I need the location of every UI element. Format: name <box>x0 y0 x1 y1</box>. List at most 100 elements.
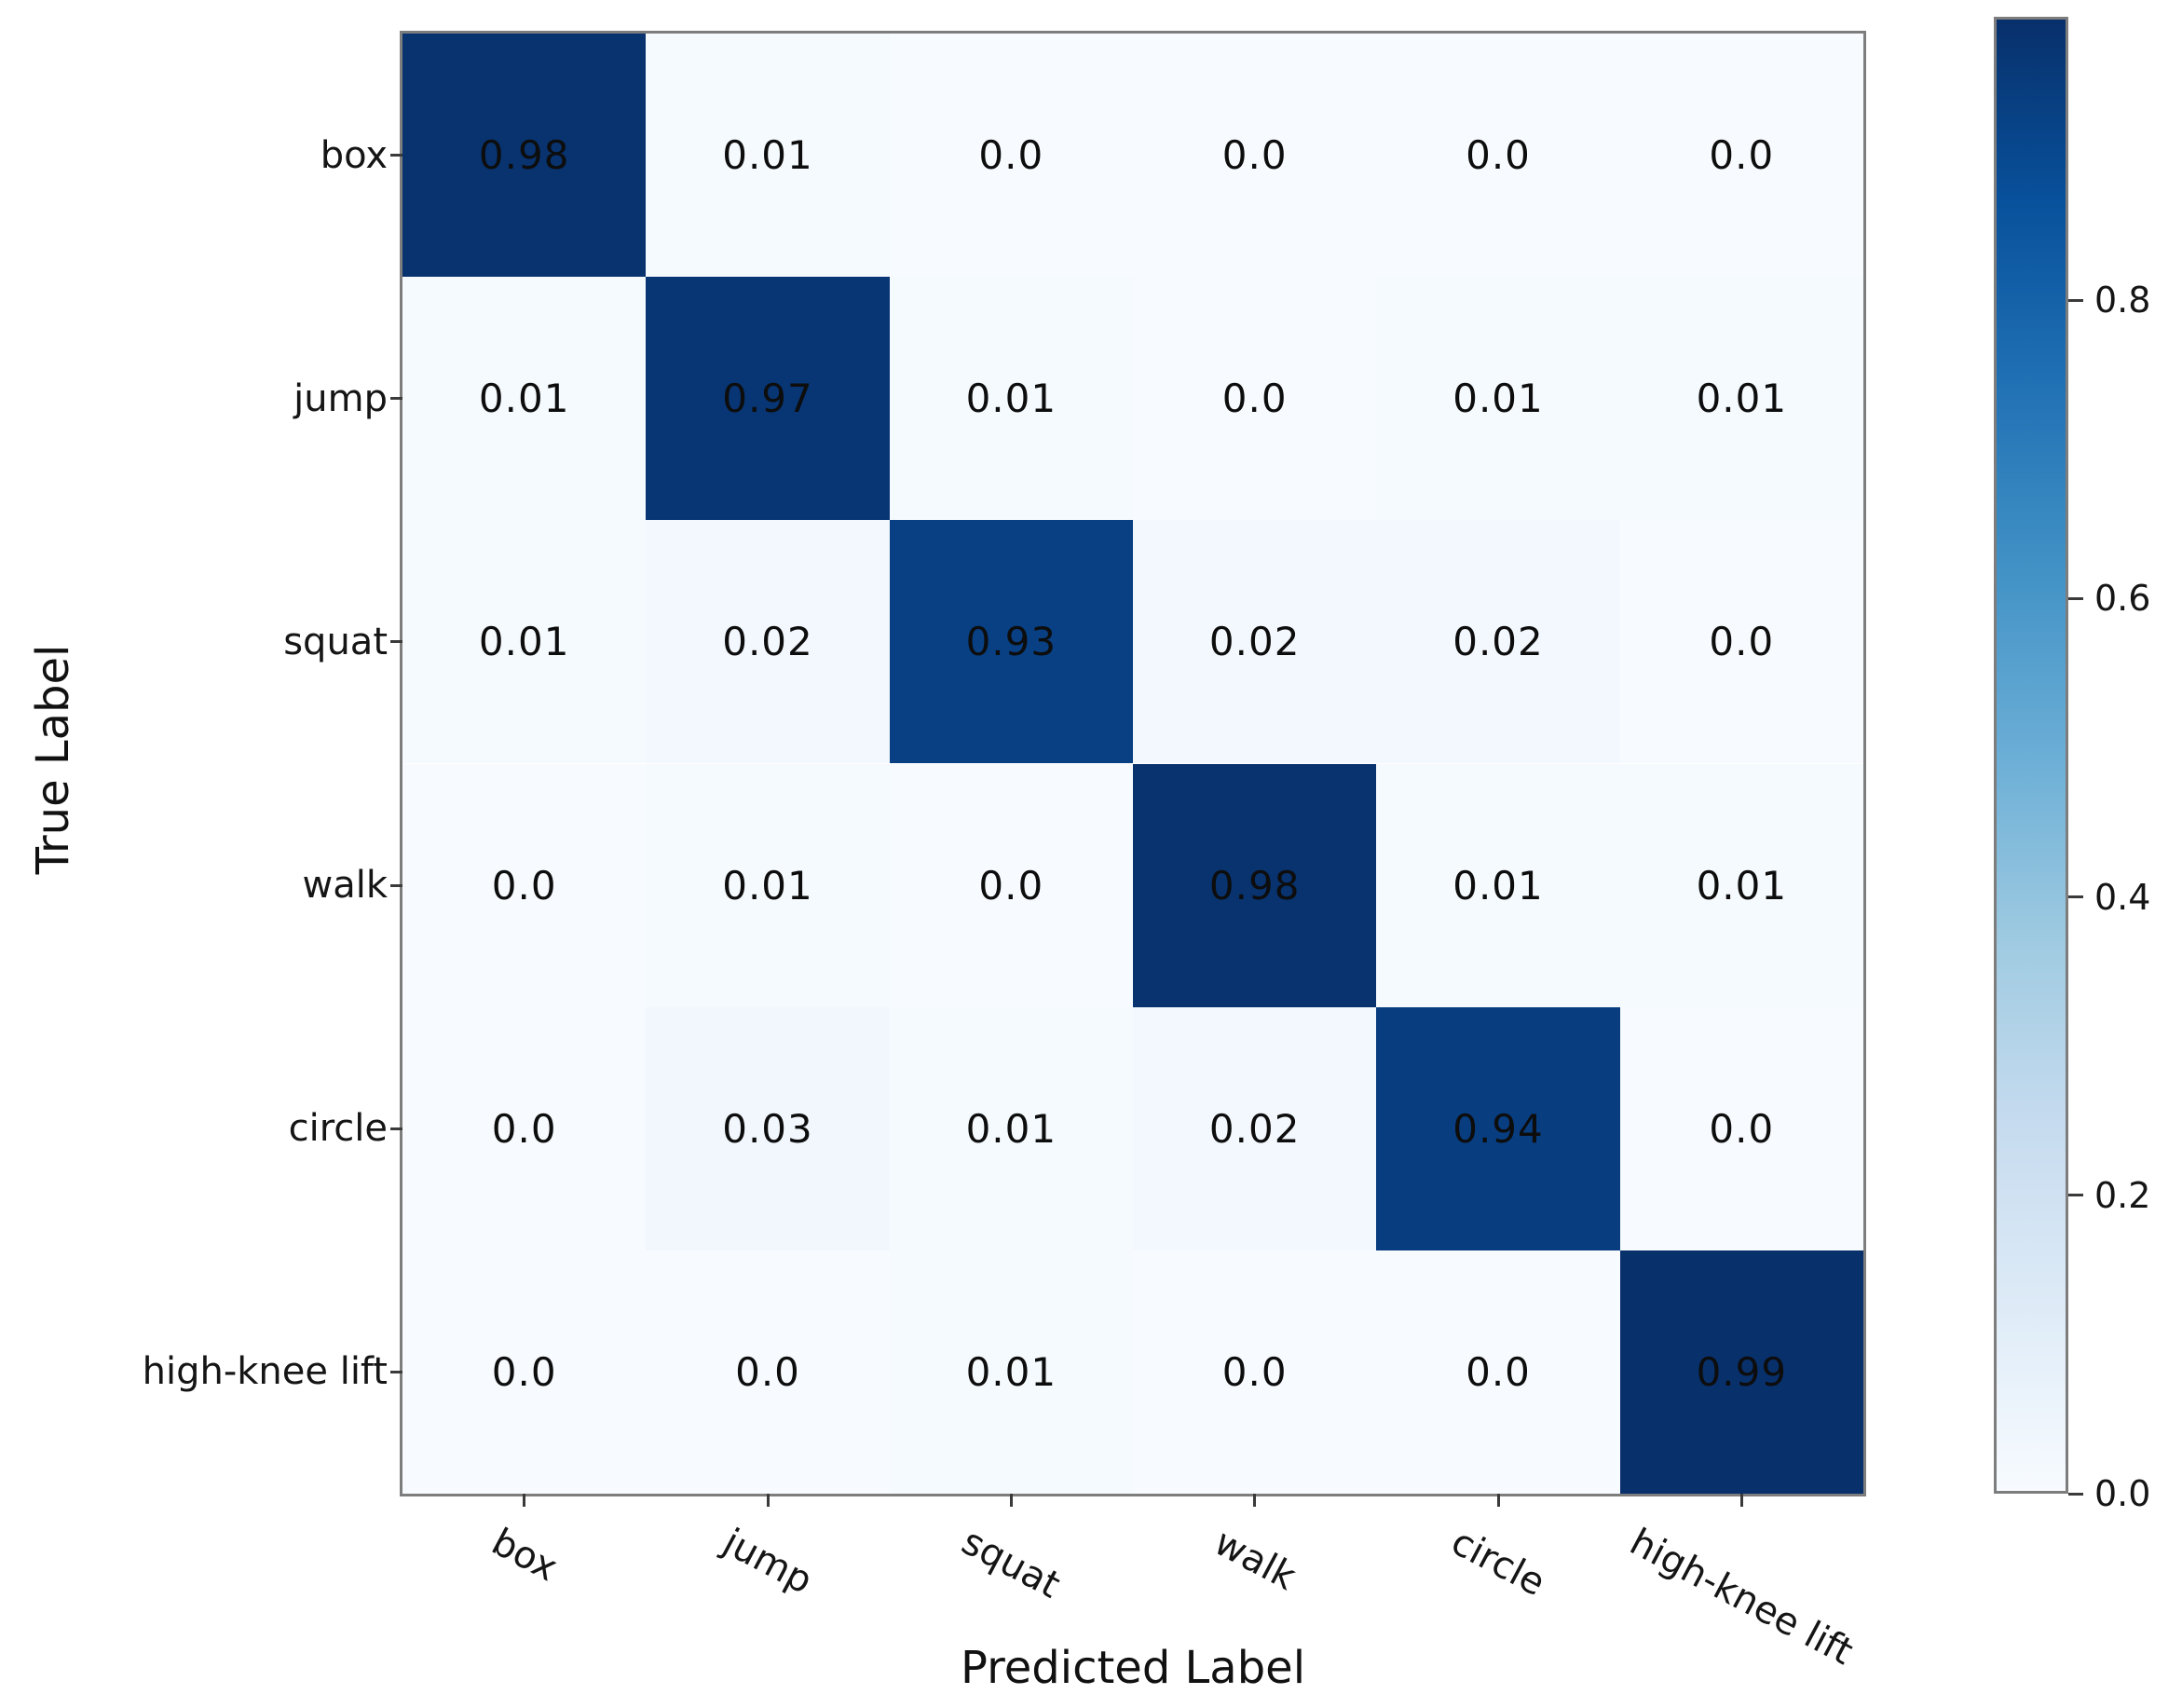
y-axis-title: True Label <box>27 644 79 875</box>
colorbar-tick-label: 0.4 <box>2094 876 2151 918</box>
cell-value: 0.0 <box>1221 376 1288 422</box>
x-tick-mark <box>766 1494 770 1507</box>
x-axis-title: Predicted Label <box>960 1642 1306 1694</box>
cell-value: 0.93 <box>965 619 1057 665</box>
heatmap-plot-area: 0.98 0.01 0.0 0.0 0.0 0.0 0.01 0.97 0.01 0.0 0.01 0… <box>400 31 1866 1496</box>
cell-value: 0.0 <box>1709 1105 1775 1152</box>
colorbar-tick-label: 0.6 <box>2094 578 2151 620</box>
heatmap-cell: 0.01 <box>1619 763 1863 1007</box>
heatmap-cell: 0.0 <box>402 1250 647 1494</box>
colorbar-tick-mark <box>2068 596 2083 600</box>
colorbar <box>1994 17 2068 1494</box>
heatmap-cell: 0.02 <box>1133 1006 1377 1250</box>
heatmap-cell: 0.01 <box>1376 763 1620 1007</box>
x-tick-label: box <box>484 1520 565 1591</box>
cell-value: 0.01 <box>965 1105 1057 1152</box>
x-tick-label: high-knee lift <box>1623 1520 1861 1674</box>
heatmap-cell: 0.01 <box>646 34 890 278</box>
heatmap-cell: 0.0 <box>889 763 1133 1007</box>
cell-value: 0.02 <box>722 619 813 665</box>
cell-value: 0.01 <box>722 132 813 179</box>
heatmap-cell: 0.97 <box>646 277 890 521</box>
cell-value: 0.01 <box>965 1348 1057 1395</box>
cell-value: 0.99 <box>1696 1348 1788 1395</box>
x-tick-label: circle <box>1444 1520 1552 1606</box>
heatmap-cell: 0.02 <box>1376 520 1620 764</box>
heatmap-cell: 0.01 <box>402 520 647 764</box>
cell-value: 0.0 <box>491 1105 557 1152</box>
x-tick-label: walk <box>1207 1520 1302 1599</box>
cell-value: 0.03 <box>722 1105 813 1152</box>
heatmap-cell: 0.0 <box>1619 520 1863 764</box>
cell-value: 0.0 <box>1221 132 1288 179</box>
cell-value: 0.0 <box>491 1348 557 1395</box>
heatmap-cell: 0.94 <box>1376 1006 1620 1250</box>
y-tick-label: squat <box>283 620 388 663</box>
y-tick-label: high-knee lift <box>142 1350 388 1394</box>
cell-value: 0.01 <box>965 376 1057 422</box>
cell-value: 0.0 <box>1466 132 1531 179</box>
x-tick-mark <box>1496 1494 1500 1507</box>
heatmap-cell: 0.0 <box>1133 34 1377 278</box>
y-tick-mark <box>390 640 402 644</box>
colorbar-tick-mark <box>2068 1194 2083 1197</box>
colorbar-tick-label: 0.0 <box>2094 1473 2151 1514</box>
heatmap-cell: 0.01 <box>1376 277 1620 521</box>
colorbar-tick-label: 0.8 <box>2094 280 2151 321</box>
cell-value: 0.0 <box>978 132 1044 179</box>
x-tick-mark <box>1009 1494 1013 1507</box>
cell-value: 0.01 <box>478 376 570 422</box>
cell-value: 0.02 <box>1208 619 1301 665</box>
heatmap-cell: 0.0 <box>1619 34 1863 278</box>
x-tick-mark <box>1739 1494 1743 1507</box>
heatmap-cell: 0.01 <box>889 277 1133 521</box>
heatmap-cell: 0.01 <box>889 1006 1133 1250</box>
heatmap-cell: 0.01 <box>889 1250 1133 1494</box>
heatmap-cell: 0.0 <box>1133 277 1377 521</box>
heatmap-cell: 0.93 <box>889 520 1133 764</box>
cell-value: 0.98 <box>1208 862 1301 909</box>
cell-value: 0.98 <box>478 132 570 179</box>
heatmap-cell: 0.01 <box>1619 277 1863 521</box>
heatmap-cell: 0.0 <box>1619 1006 1863 1250</box>
heatmap-cell: 0.01 <box>646 763 890 1007</box>
x-tick-mark <box>1253 1494 1257 1507</box>
cell-value: 0.0 <box>735 1348 800 1395</box>
y-tick-label: jump <box>293 376 388 420</box>
cell-value: 0.0 <box>1709 132 1775 179</box>
heatmap-cell: 0.0 <box>1133 1250 1377 1494</box>
x-tick-label: squat <box>955 1520 1068 1607</box>
cell-value: 0.0 <box>1221 1348 1288 1395</box>
heatmap-cell: 0.98 <box>1133 763 1377 1007</box>
y-tick-mark <box>390 1127 402 1130</box>
y-tick-mark <box>390 154 402 157</box>
heatmap-cell: 0.0 <box>402 763 647 1007</box>
cell-value: 0.01 <box>1696 862 1788 909</box>
heatmap-cell: 0.0 <box>889 34 1133 278</box>
colorbar-tick-mark <box>2068 1492 2083 1496</box>
cell-value: 0.0 <box>1709 619 1775 665</box>
y-tick-label: box <box>320 133 388 177</box>
y-tick-mark <box>390 1370 402 1373</box>
cell-value: 0.02 <box>1452 619 1544 665</box>
heatmap-cell: 0.03 <box>646 1006 890 1250</box>
cell-value: 0.94 <box>1452 1105 1544 1152</box>
cell-value: 0.01 <box>1452 862 1544 909</box>
y-tick-label: circle <box>288 1107 388 1151</box>
y-tick-mark <box>390 397 402 401</box>
y-tick-label: walk <box>302 864 388 908</box>
cell-value: 0.0 <box>1466 1348 1531 1395</box>
colorbar-tick-mark <box>2068 298 2083 302</box>
heatmap-cell: 0.01 <box>402 277 647 521</box>
cell-value: 0.02 <box>1208 1105 1301 1152</box>
x-tick-label: jump <box>716 1520 820 1603</box>
y-tick-mark <box>390 883 402 887</box>
heatmap-cell: 0.02 <box>1133 520 1377 764</box>
cell-value: 0.97 <box>722 376 813 422</box>
heatmap-cell: 0.98 <box>402 34 647 278</box>
cell-value: 0.0 <box>491 862 557 909</box>
heatmap-cell: 0.0 <box>402 1006 647 1250</box>
cell-value: 0.0 <box>978 862 1044 909</box>
cell-value: 0.01 <box>478 619 570 665</box>
